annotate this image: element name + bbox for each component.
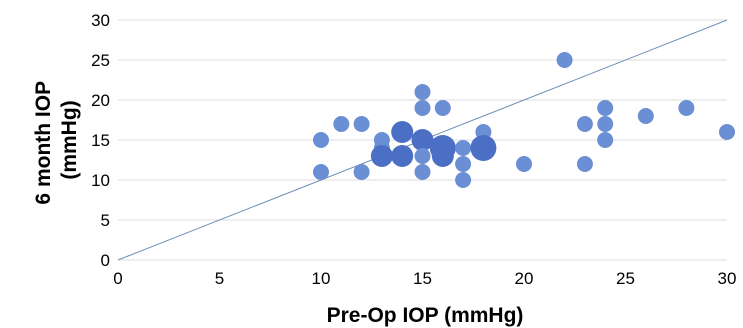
data-point <box>576 116 593 132</box>
y-tick-label: 5 <box>101 211 110 230</box>
data-point <box>637 108 654 124</box>
x-axis-title: Pre-Op IOP (mmHg) <box>327 304 524 327</box>
data-point <box>391 145 414 167</box>
data-point <box>370 145 393 167</box>
data-point <box>414 84 431 100</box>
data-point <box>719 124 735 140</box>
data-point <box>470 135 497 161</box>
y-axis-title: 6 month IOP (mmHg) <box>32 75 81 204</box>
data-point <box>516 156 532 172</box>
data-point <box>431 145 454 167</box>
data-point <box>333 116 350 132</box>
data-point <box>576 156 593 172</box>
y-tick-label: 15 <box>91 131 110 150</box>
y-axis-ticks: 0 5 10 15 20 25 30 <box>91 11 110 270</box>
data-point <box>353 164 370 180</box>
data-point <box>434 100 451 116</box>
data-point <box>556 52 573 68</box>
y-axis-title-line-2: (mmHg) <box>58 100 81 179</box>
data-point <box>455 172 472 188</box>
data-point <box>313 132 329 148</box>
data-point <box>414 148 431 164</box>
y-tick-label: 10 <box>91 171 110 190</box>
x-tick-label: 5 <box>215 269 224 288</box>
x-tick-label: 0 <box>113 269 122 288</box>
data-point <box>597 100 614 116</box>
data-point <box>455 140 472 156</box>
x-tick-label: 15 <box>413 269 432 288</box>
data-point <box>414 164 431 180</box>
y-tick-label: 25 <box>91 51 110 70</box>
x-tick-label: 25 <box>616 269 635 288</box>
data-point <box>414 100 431 116</box>
data-points <box>313 52 735 188</box>
x-tick-label: 20 <box>515 269 534 288</box>
x-axis-ticks: 0 5 10 15 20 25 30 <box>113 269 736 288</box>
data-point <box>597 132 614 148</box>
data-point <box>678 100 695 116</box>
data-point <box>455 156 472 172</box>
x-tick-label: 10 <box>312 269 331 288</box>
y-tick-label: 0 <box>101 251 110 270</box>
y-tick-label: 30 <box>91 11 110 30</box>
data-point <box>411 129 434 151</box>
y-tick-label: 20 <box>91 91 110 110</box>
y-axis-title-line-1: 6 month IOP <box>32 81 55 205</box>
data-point <box>597 116 614 132</box>
x-tick-label: 30 <box>718 269 737 288</box>
data-point <box>313 164 329 180</box>
data-point <box>353 116 370 132</box>
data-point <box>391 121 414 143</box>
